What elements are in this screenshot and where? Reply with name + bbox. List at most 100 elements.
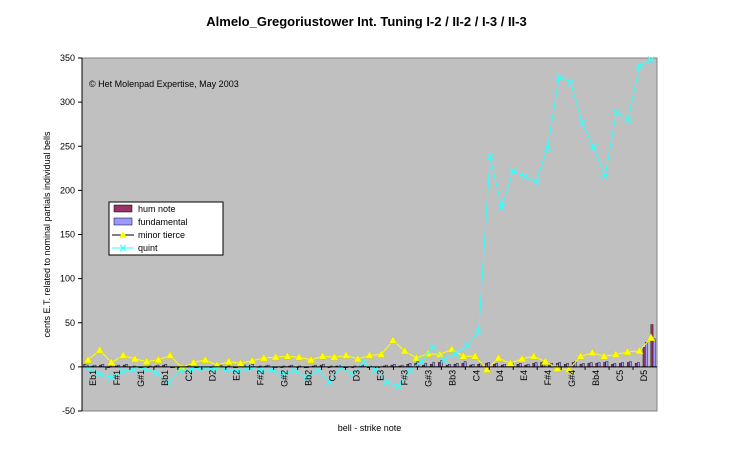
fundamental-bar	[644, 341, 648, 368]
quint-point-stroke	[165, 378, 172, 386]
x-tick-label: D2	[208, 370, 218, 382]
x-tick-label: C5	[615, 370, 625, 382]
hum-note-bar	[642, 347, 646, 368]
quint-point	[394, 382, 402, 390]
quint-point	[429, 344, 437, 351]
quint-point-stroke	[555, 73, 563, 81]
legend-item-fundamental: fundamental	[113, 217, 188, 227]
quint-point-stroke	[199, 364, 207, 372]
quint-point	[325, 378, 333, 386]
fundamental-bar	[408, 363, 412, 368]
minor-tierce-point	[588, 348, 597, 356]
quint-point	[486, 153, 494, 161]
x-tick-label: G#4	[567, 370, 577, 387]
legend-label: quint	[138, 243, 158, 253]
quint-point	[440, 356, 448, 364]
x-tick-label: E4	[519, 370, 529, 381]
hum-note-bar	[595, 363, 599, 368]
fundamental-bar	[652, 338, 656, 368]
quint-point	[452, 350, 460, 358]
x-tick-label: Bb3	[447, 370, 457, 386]
quint-point-stroke	[590, 143, 597, 151]
y-tick-label: -50	[62, 406, 75, 416]
minor-tierce-point	[329, 352, 339, 361]
legend-marker	[119, 231, 127, 238]
fundamental-bar	[518, 363, 522, 368]
quint-point	[119, 367, 126, 375]
minor-tierce-point	[200, 355, 210, 364]
quint-point-stroke	[567, 78, 574, 86]
x-tick-label: G#1	[136, 370, 146, 387]
quint-point	[187, 366, 195, 373]
minor-tierce-point	[247, 356, 257, 364]
minor-tierce-point	[236, 358, 245, 367]
minor-tierce-point	[306, 355, 316, 364]
quint-point-stroke	[544, 144, 552, 152]
hum-note-bar	[603, 362, 607, 368]
quint-point-stroke	[636, 62, 643, 70]
quint-point	[624, 116, 632, 124]
hum-note-bar	[461, 363, 465, 368]
quint-point-stroke	[498, 203, 506, 211]
fundamental-bar	[589, 362, 593, 368]
fundamental-bar	[463, 361, 467, 368]
y-tick-label: 350	[60, 53, 75, 63]
quint-point-stroke	[613, 108, 620, 116]
quint-point	[613, 108, 620, 116]
minor-tierce-point	[634, 346, 644, 355]
fundamental-bar	[424, 363, 428, 368]
fundamental-bar	[621, 362, 624, 368]
quint-point-stroke	[532, 178, 540, 185]
quint-point	[463, 342, 471, 350]
x-tick-label: Bb4	[591, 370, 601, 386]
legend-label: hum note	[138, 204, 176, 214]
fundamental-bar	[558, 362, 561, 368]
minor-tierce-point	[494, 353, 503, 362]
quint-point-stroke	[187, 366, 195, 373]
hum-note-bar	[627, 362, 630, 368]
minor-tierce-point	[552, 364, 562, 372]
quint-point	[199, 364, 207, 372]
quint-point-stroke	[256, 366, 264, 374]
quint-point-stroke	[475, 328, 483, 335]
quint-point-stroke	[601, 172, 609, 180]
minor-tierce-point	[599, 351, 609, 360]
chart-title: Almelo_Gregoriustower Int. Tuning I-2 / …	[206, 14, 527, 29]
fundamental-bar	[597, 362, 601, 368]
y-tick-label: 300	[60, 97, 75, 107]
x-tick-label: D5	[639, 370, 649, 382]
x-tick-label: Bb2	[304, 370, 314, 386]
quint-point	[348, 370, 356, 378]
quint-point	[590, 143, 597, 151]
minor-tierce-point	[341, 350, 351, 359]
quint-point	[567, 78, 574, 86]
legend-marker	[119, 244, 127, 252]
quint-point	[279, 370, 287, 378]
y-axis: -50 0 50 100 150 200 250 300 350	[60, 53, 83, 416]
copyright-annotation: © Het Molenpad Expertise, May 2003	[89, 79, 239, 89]
quint-line	[87, 59, 652, 387]
quint-point-stroke	[394, 382, 402, 390]
y-tick-label: 50	[65, 318, 75, 328]
fundamental-bar	[629, 361, 632, 368]
quint-point	[578, 118, 586, 126]
legend-swatch	[113, 217, 133, 226]
quint-point-stroke	[624, 116, 632, 124]
minor-tierce-point	[564, 365, 574, 373]
fundamental-bar	[637, 362, 640, 368]
y-tick-label: 150	[60, 230, 75, 240]
quint-point-stroke	[130, 366, 138, 373]
legend-item-quint: quint	[112, 243, 158, 253]
quint-point-stroke	[245, 364, 253, 372]
quint-point	[417, 358, 425, 366]
legend-swatch	[113, 204, 133, 213]
quint-point	[337, 364, 345, 372]
quint-point-stroke	[348, 370, 356, 378]
x-axis-label: bell - strike note	[338, 423, 402, 433]
quint-point-stroke	[647, 56, 655, 64]
quint-point	[647, 56, 655, 64]
hum-note-bar	[650, 324, 654, 368]
quint-point-stroke	[279, 370, 287, 378]
fundamental-bar	[455, 363, 459, 368]
quint-point-stroke	[96, 370, 103, 378]
